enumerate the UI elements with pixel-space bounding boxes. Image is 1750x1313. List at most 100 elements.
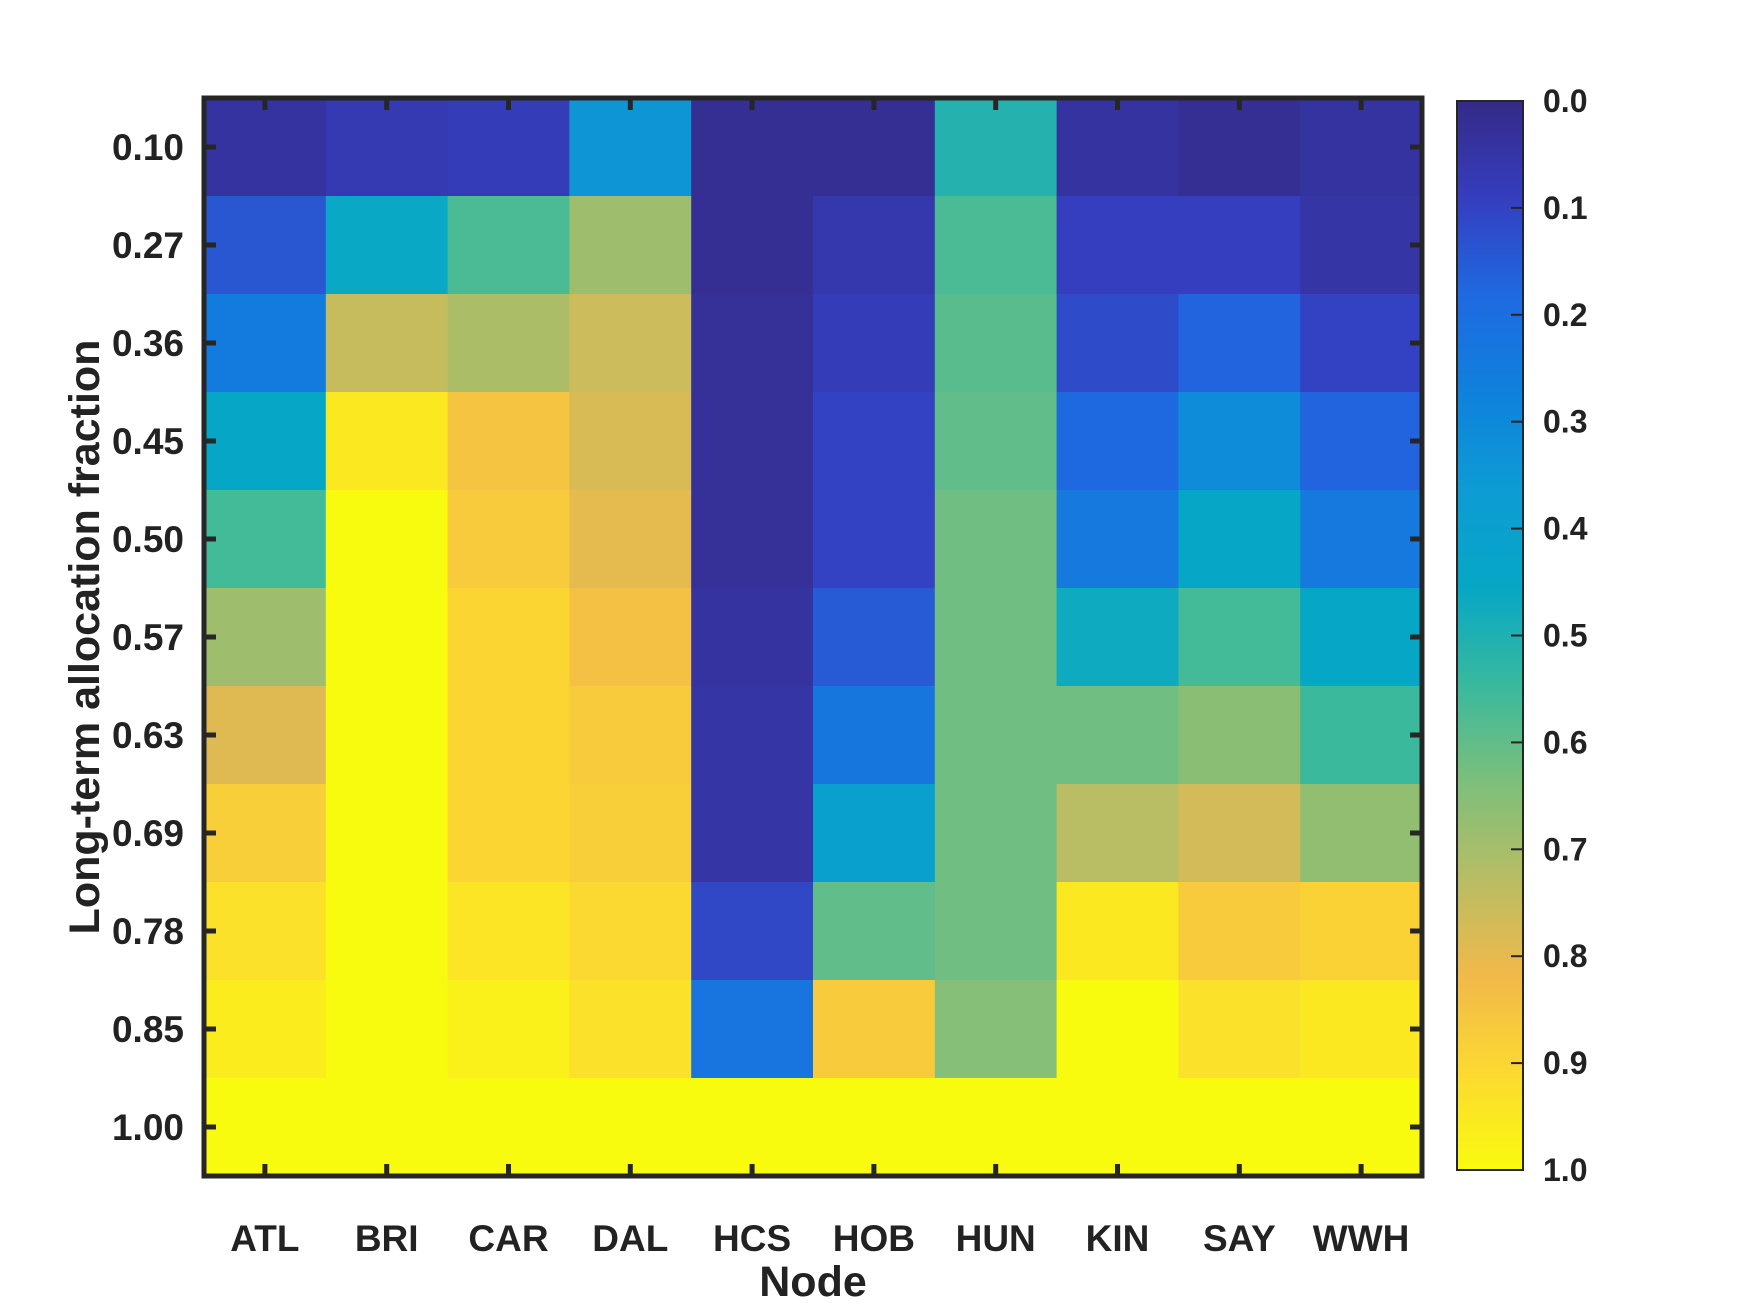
colorbar-tick-label-0.7: 0.7 [1543,831,1587,867]
heatmap-cell-0.36-HCS [691,294,814,393]
heatmap-cell-0.45-WWH [1300,392,1423,491]
colorbar-tick-label-1.0: 1.0 [1543,1152,1587,1188]
heatmap-cell-0.10-KIN [1056,98,1179,197]
heatmap-cell-0.78-CAR [447,882,570,981]
y-tick-label-0.57: 0.57 [112,617,184,658]
heatmap-cell-0.69-CAR [447,784,570,883]
x-tick-label-DAL: DAL [592,1218,668,1259]
heatmap-cell-0.85-WWH [1300,980,1423,1079]
heatmap-cell-1.00-HUN [934,1078,1058,1177]
heatmap-cell-0.27-DAL [569,196,692,295]
heatmap-cell-0.69-DAL [569,784,692,883]
x-tick-label-HUN: HUN [956,1218,1036,1259]
heatmap-cell-0.85-HCS [691,980,814,1079]
y-tick-label-0.78: 0.78 [112,911,184,952]
heatmap-cell-0.10-HUN [934,98,1058,197]
heatmap-cell-0.36-CAR [447,294,570,393]
heatmap-cell-0.85-SAY [1178,980,1301,1079]
heatmap-cell-0.45-BRI [325,392,449,491]
y-tick-label-0.63: 0.63 [112,715,184,756]
y-tick-label-0.27: 0.27 [112,225,184,266]
x-tick-label-CAR: CAR [468,1218,548,1259]
heatmap-cell-0.69-ATL [204,784,327,883]
heatmap-cell-0.50-WWH [1300,490,1423,589]
heatmap-cell-0.45-HUN [934,392,1058,491]
heatmap-cell-0.78-WWH [1300,882,1423,981]
heatmap-cell-0.36-KIN [1056,294,1179,393]
heatmap-cell-0.27-HCS [691,196,814,295]
x-tick-label-BRI: BRI [355,1218,419,1259]
heatmap-cell-0.69-HOB [813,784,936,883]
heatmap-cell-1.00-ATL [204,1078,327,1177]
colorbar-tick-label-0.1: 0.1 [1543,190,1587,226]
heatmap-cell-0.10-WWH [1300,98,1423,197]
colorbar-tick-label-0.2: 0.2 [1543,297,1587,333]
heatmap-cell-0.27-KIN [1056,196,1179,295]
heatmap-cell-0.78-SAY [1178,882,1301,981]
heatmap-cell-0.69-BRI [325,784,449,883]
heatmap-cell-0.45-DAL [569,392,692,491]
x-tick-label-ATL: ATL [230,1218,299,1259]
heatmap-cell-0.27-SAY [1178,196,1301,295]
heatmap-cell-1.00-HCS [691,1078,814,1177]
heatmap-cell-0.50-KIN [1056,490,1179,589]
heatmap-cell-0.45-HOB [813,392,936,491]
y-tick-label-0.45: 0.45 [112,421,184,462]
heatmap-cell-0.57-HCS [691,588,814,687]
heatmap-cell-0.45-KIN [1056,392,1179,491]
heatmap-cell-0.63-KIN [1056,686,1179,785]
heatmap-cell-0.69-HUN [934,784,1058,883]
heatmap-cell-0.57-WWH [1300,588,1423,687]
heatmap-cell-0.45-CAR [447,392,570,491]
heatmap-cell-0.78-BRI [325,882,449,981]
heatmap-cell-0.78-DAL [569,882,692,981]
heatmap-cell-0.45-HCS [691,392,814,491]
heatmap-cell-0.63-BRI [325,686,449,785]
axis-ticks [204,98,1422,1176]
heatmap-cell-0.85-CAR [447,980,570,1079]
heatmap-cell-0.63-CAR [447,686,570,785]
colorbar-tick-label-0.6: 0.6 [1543,724,1587,760]
heatmap-cell-0.27-HUN [934,196,1058,295]
y-tick-label-1.00: 1.00 [112,1107,184,1148]
colorbar-ticks: 0.0 0.1 0.2 0.3 0.4 0.5 0.6 0.7 0.8 0.9 1.0 [1511,83,1588,1188]
heatmap-cell-0.69-HCS [691,784,814,883]
heatmap-cell-0.69-SAY [1178,784,1301,883]
colorbar-tick-label-0.0: 0.0 [1543,83,1587,119]
heatmap-cell-1.00-CAR [447,1078,570,1177]
heatmap-cell-0.63-SAY [1178,686,1301,785]
heatmap-cell-0.57-SAY [1178,588,1301,687]
heatmap-cell-0.50-ATL [204,490,327,589]
heatmap-cell-0.10-CAR [447,98,570,197]
heatmap-cell-0.36-BRI [325,294,449,393]
x-tick-label-KIN: KIN [1086,1218,1150,1259]
heatmap-cell-0.50-HUN [934,490,1058,589]
heatmap-cell-0.10-BRI [325,98,449,197]
heatmap-cell-0.27-ATL [204,196,327,295]
y-tick-labels: 0.10 0.27 0.36 0.45 0.50 0.57 0.63 0.69 0.78 0.85… [112,127,184,1148]
x-tick-label-SAY: SAY [1203,1218,1276,1259]
y-tick-label-0.50: 0.50 [112,519,184,560]
colorbar-tick-label-0.8: 0.8 [1543,938,1587,974]
heatmap-cell-0.63-ATL [204,686,327,785]
heatmap-cell-0.78-HUN [934,882,1058,981]
heatmap-cell-0.27-BRI [325,196,449,295]
heatmap-cell-0.78-HCS [691,882,814,981]
heatmap-cell-0.85-DAL [569,980,692,1079]
heatmap-cell-0.69-WWH [1300,784,1423,883]
y-axis-title: Long-term allocation fraction [61,340,109,935]
heatmap-cell-1.00-KIN [1056,1078,1179,1177]
heatmap-cell-0.36-HOB [813,294,936,393]
heatmap-cell-0.57-HUN [934,588,1058,687]
heatmap-cell-1.00-DAL [569,1078,692,1177]
heatmap-cell-0.50-HOB [813,490,936,589]
y-tick-label-0.10: 0.10 [112,127,184,168]
heatmap-cells [204,98,1423,1177]
x-tick-labels: ATL BRI CAR DAL HCS HOB HUN KIN SAY WWH [230,1218,1409,1259]
heatmap-cell-0.78-KIN [1056,882,1179,981]
heatmap-cell-0.36-DAL [569,294,692,393]
colorbar-tick-label-0.9: 0.9 [1543,1045,1587,1081]
heatmap-cell-0.50-BRI [325,490,449,589]
colorbar-tick-label-0.5: 0.5 [1543,618,1587,654]
heatmap-cell-0.57-ATL [204,588,327,687]
